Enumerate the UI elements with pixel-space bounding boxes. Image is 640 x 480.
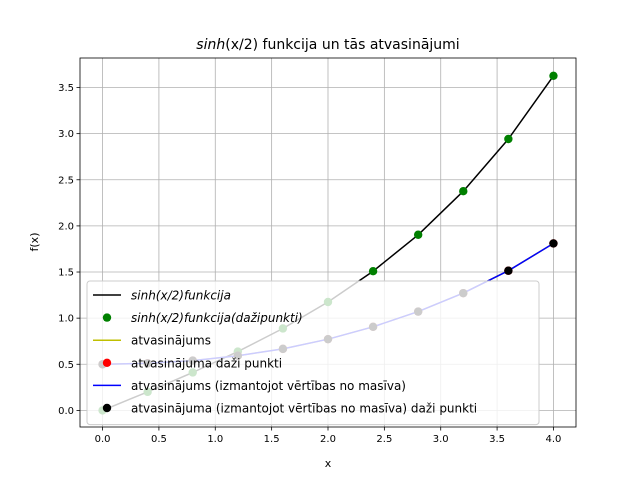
legend-item-derivative: atvasinājums xyxy=(93,334,211,348)
legend-label: sinh(x/2)funkcija(dažipunkti) xyxy=(131,311,303,325)
x-tick-label-0-5: 0.5 xyxy=(151,434,167,445)
array-derivative-points-point xyxy=(504,266,513,275)
function-points-point xyxy=(413,230,423,239)
function-points-point xyxy=(549,71,558,81)
ticks: 0.0 0.5 1.0 1.5 2.0 2.5 3.0 3.5 4.0 0.0 0.5 1.0 1.5 2… xyxy=(58,83,561,445)
legend-label: atvasinājums (izmantojot vērtības no mas… xyxy=(131,379,406,393)
x-tick-label-4-0: 4.0 xyxy=(546,434,562,445)
y-tick-label-2-0: 2.0 xyxy=(58,221,74,232)
y-tick-label-1-5: 1.5 xyxy=(58,268,74,279)
legend-label: atvasinājums xyxy=(131,334,211,348)
array-derivative-points-point xyxy=(549,239,558,248)
x-tick-label-0-0: 0.0 xyxy=(95,434,111,445)
legend-label: atvasinājuma (izmantojot vērtības no mas… xyxy=(131,402,477,416)
y-tick-label-0-5: 0.5 xyxy=(58,360,74,371)
y-axis-label: f(x) xyxy=(28,233,41,252)
legend-item-function-points: sinh(x/2)funkcija(dažipunkti) xyxy=(102,311,303,325)
x-tick-label-1-5: 1.5 xyxy=(264,434,280,445)
x-tick-label-2-5: 2.5 xyxy=(376,434,392,445)
legend-item-derivative-points: atvasinājuma daži punkti xyxy=(102,356,282,370)
legend-item-function: sinh(x/2)funkcija xyxy=(93,289,231,303)
x-tick-label-1-0: 1.0 xyxy=(207,434,223,445)
legend-marker-swatch xyxy=(102,403,112,413)
legend-label: atvasinājuma daži punkti xyxy=(131,356,282,370)
chart-title-function: sinh xyxy=(196,37,225,53)
legend-marker-swatch xyxy=(102,313,112,322)
y-tick-label-1-0: 1.0 xyxy=(58,314,74,325)
chart-title-rest: funkcija un tās atvasinājumi xyxy=(258,37,460,53)
legend-marker-swatch xyxy=(102,358,112,367)
y-tick-label-3-0: 3.0 xyxy=(58,129,74,140)
legend-item-array-derivative: atvasinājums (izmantojot vērtības no mas… xyxy=(93,379,406,393)
x-tick-label-2-0: 2.0 xyxy=(320,434,336,445)
y-tick-label-3-5: 3.5 xyxy=(58,83,74,94)
x-tick-label-3-5: 3.5 xyxy=(489,434,505,445)
y-tick-label-2-5: 2.5 xyxy=(58,175,74,186)
legend-item-array-derivative-points: atvasinājuma (izmantojot vērtības no mas… xyxy=(102,402,477,416)
legend-label: sinh(x/2)funkcija xyxy=(131,289,231,303)
x-tick-label-3-0: 3.0 xyxy=(433,434,449,445)
x-axis-label: x xyxy=(325,457,332,470)
function-points-point xyxy=(504,134,513,144)
chart-title-argument: (x/2) xyxy=(225,37,258,53)
legend: sinh(x/2)funkcija sinh(x/2)funkcija(dažip… xyxy=(86,280,540,426)
y-tick-label-0-0: 0.0 xyxy=(58,406,74,417)
legend-box xyxy=(86,280,540,426)
chart-title: sinh(x/2) funkcija un tās atvasinājumi xyxy=(196,37,459,53)
function-points-point xyxy=(459,187,468,196)
function-points-point xyxy=(368,266,378,276)
